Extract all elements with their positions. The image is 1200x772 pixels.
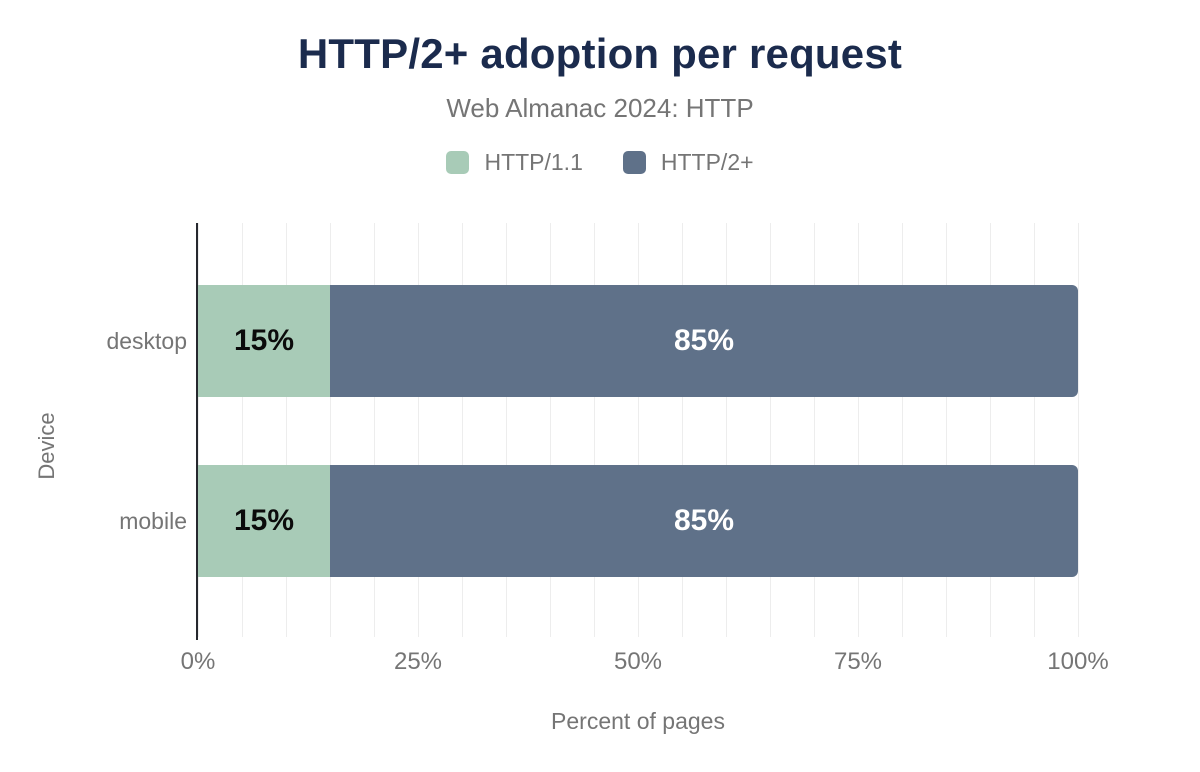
chart-canvas: { "page": { "background": "#ffffff" }, "… xyxy=(0,30,1200,772)
category-label-desktop: desktop xyxy=(106,328,187,354)
x-tick-label-75pct: 75% xyxy=(833,648,883,675)
legend-item-0: HTTP/1.1 xyxy=(446,149,583,176)
bar-row-mobile: 15% 85% xyxy=(198,465,1078,577)
bar-row-desktop: 15% 85% xyxy=(198,285,1078,397)
bar-value-label: 85% xyxy=(673,324,735,357)
bar-value-label: 15% xyxy=(233,324,295,357)
x-tick-label-0pct: 0% xyxy=(180,648,216,675)
x-axis-title: Percent of pages xyxy=(551,708,725,734)
legend-label: HTTP/2+ xyxy=(660,149,754,175)
chart-title: HTTP/2+ adoption per request xyxy=(297,30,903,77)
y-axis-title: Device xyxy=(34,412,59,480)
category-label-mobile: mobile xyxy=(119,508,187,534)
legend-item-1: HTTP/2+ xyxy=(622,149,754,176)
x-tick-label-25pct: 25% xyxy=(393,648,443,675)
chart-subtitle: Web Almanac 2024: HTTP xyxy=(446,93,754,123)
x-tick-label-50pct: 50% xyxy=(613,648,663,675)
bar-segment-mobile-HTTP/1.1: 15% xyxy=(198,465,330,577)
bar-segment-desktop-HTTP/2+: 85% xyxy=(330,285,1078,397)
bar-segment-mobile-HTTP/2+: 85% xyxy=(330,465,1078,577)
bar-value-label: 15% xyxy=(233,504,295,537)
plot-area: 15% 85% 15% 85% xyxy=(198,223,1079,637)
legend-label: HTTP/1.1 xyxy=(484,149,583,175)
bar-segment-desktop-HTTP/1.1: 15% xyxy=(198,285,330,397)
bar-value-label: 85% xyxy=(673,504,735,537)
legend: HTTP/1.1 HTTP/2+ xyxy=(0,149,1200,176)
x-tick-label-100pct: 100% xyxy=(1047,648,1109,675)
y-axis-line xyxy=(196,223,198,640)
legend-swatch-icon xyxy=(622,151,646,174)
legend-swatch-icon xyxy=(446,151,470,174)
